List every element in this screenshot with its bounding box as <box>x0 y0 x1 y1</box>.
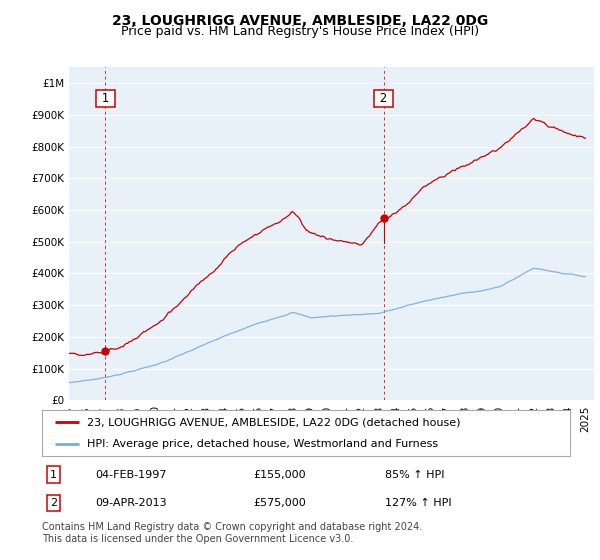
Text: £155,000: £155,000 <box>253 470 306 479</box>
Text: 1: 1 <box>98 92 113 105</box>
Text: £575,000: £575,000 <box>253 498 306 508</box>
Text: 85% ↑ HPI: 85% ↑ HPI <box>385 470 445 479</box>
Text: 04-FEB-1997: 04-FEB-1997 <box>95 470 166 479</box>
Text: HPI: Average price, detached house, Westmorland and Furness: HPI: Average price, detached house, West… <box>87 439 438 449</box>
Text: Price paid vs. HM Land Registry's House Price Index (HPI): Price paid vs. HM Land Registry's House … <box>121 25 479 38</box>
Text: 127% ↑ HPI: 127% ↑ HPI <box>385 498 452 508</box>
Text: 1: 1 <box>50 470 57 479</box>
Text: 23, LOUGHRIGG AVENUE, AMBLESIDE, LA22 0DG (detached house): 23, LOUGHRIGG AVENUE, AMBLESIDE, LA22 0D… <box>87 417 460 427</box>
Text: 23, LOUGHRIGG AVENUE, AMBLESIDE, LA22 0DG: 23, LOUGHRIGG AVENUE, AMBLESIDE, LA22 0D… <box>112 14 488 28</box>
Text: 09-APR-2013: 09-APR-2013 <box>95 498 166 508</box>
Text: Contains HM Land Registry data © Crown copyright and database right 2024.
This d: Contains HM Land Registry data © Crown c… <box>42 522 422 544</box>
Text: 2: 2 <box>50 498 57 508</box>
Text: 2: 2 <box>376 92 391 105</box>
